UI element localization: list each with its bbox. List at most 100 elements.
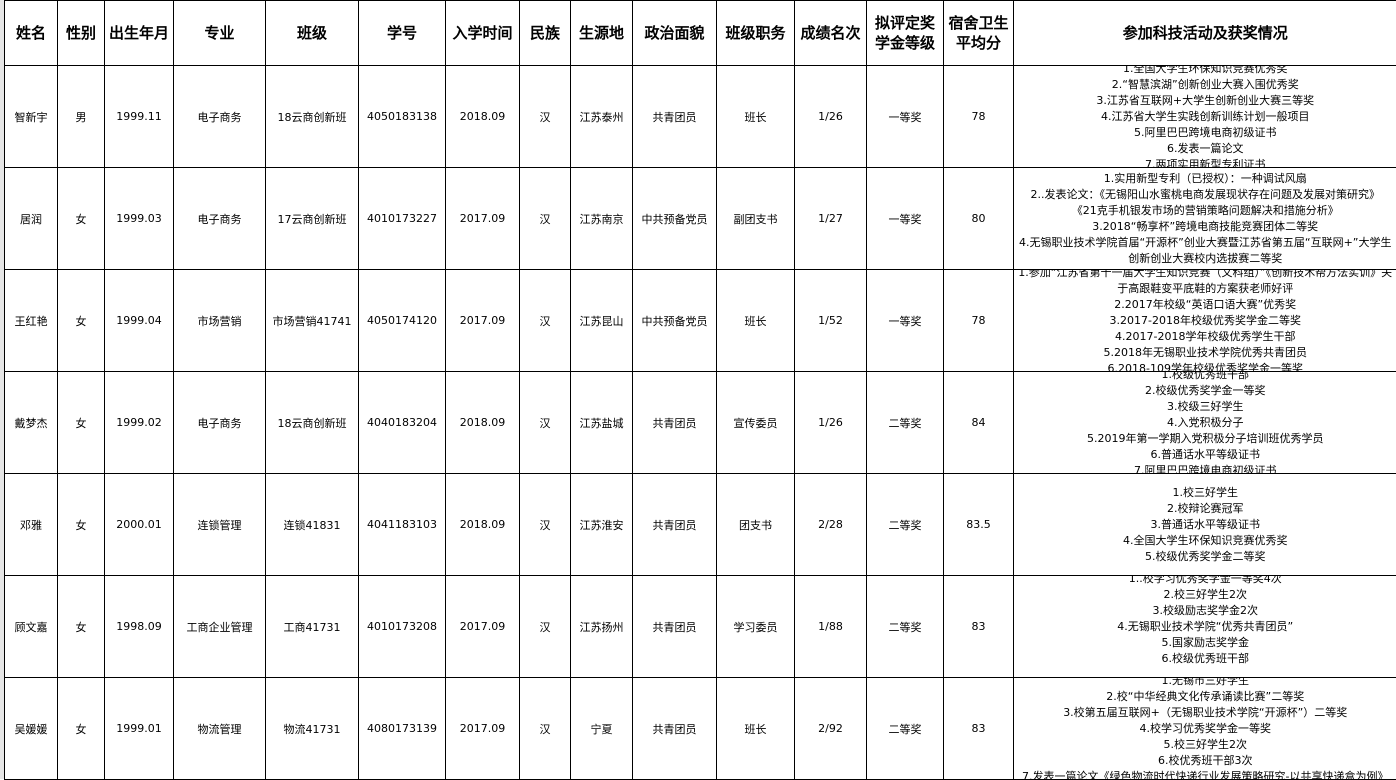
cell-name[interactable]: 顾文嘉 xyxy=(5,576,58,678)
cell-class-position[interactable]: 班长 xyxy=(717,270,795,372)
cell-enroll-date[interactable]: 2018.09 xyxy=(446,66,520,168)
cell-political-status[interactable]: 中共预备党员 xyxy=(633,270,717,372)
cell-birth[interactable]: 1999.01 xyxy=(105,678,174,780)
cell-ethnicity[interactable]: 汉 xyxy=(520,168,571,270)
cell-name[interactable]: 王红艳 xyxy=(5,270,58,372)
cell-student-id[interactable]: 4041183103 xyxy=(359,474,446,576)
cell-class[interactable]: 17云商创新班 xyxy=(266,168,359,270)
cell-ethnicity[interactable]: 汉 xyxy=(520,678,571,780)
cell-enroll-date[interactable]: 2017.09 xyxy=(446,270,520,372)
cell-gender[interactable]: 女 xyxy=(58,168,105,270)
cell-student-id[interactable]: 4050183138 xyxy=(359,66,446,168)
cell-major[interactable]: 连锁管理 xyxy=(174,474,266,576)
cell-origin[interactable]: 江苏昆山 xyxy=(571,270,633,372)
cell-enroll-date[interactable]: 2018.09 xyxy=(446,474,520,576)
cell-gender[interactable]: 男 xyxy=(58,66,105,168)
cell-ethnicity[interactable]: 汉 xyxy=(520,474,571,576)
cell-birth[interactable]: 1999.11 xyxy=(105,66,174,168)
cell-origin[interactable]: 江苏泰州 xyxy=(571,66,633,168)
cell-ethnicity[interactable]: 汉 xyxy=(520,372,571,474)
header-class-position[interactable]: 班级职务 xyxy=(717,1,795,66)
cell-dorm-score[interactable]: 83.5 xyxy=(944,474,1014,576)
cell-class-position[interactable]: 学习委员 xyxy=(717,576,795,678)
header-class[interactable]: 班级 xyxy=(266,1,359,66)
cell-birth[interactable]: 1999.04 xyxy=(105,270,174,372)
cell-student-id[interactable]: 4010173227 xyxy=(359,168,446,270)
cell-enroll-date[interactable]: 2017.09 xyxy=(446,678,520,780)
cell-name[interactable]: 戴梦杰 xyxy=(5,372,58,474)
header-dorm-score[interactable]: 宿舍卫生平均分 xyxy=(944,1,1014,66)
cell-grade-rank[interactable]: 1/27 xyxy=(795,168,867,270)
cell-political-status[interactable]: 共青团员 xyxy=(633,66,717,168)
header-origin[interactable]: 生源地 xyxy=(571,1,633,66)
cell-class-position[interactable]: 宣传委员 xyxy=(717,372,795,474)
cell-gender[interactable]: 女 xyxy=(58,474,105,576)
cell-major[interactable]: 电子商务 xyxy=(174,372,266,474)
cell-student-id[interactable]: 4050174120 xyxy=(359,270,446,372)
header-student-id[interactable]: 学号 xyxy=(359,1,446,66)
cell-political-status[interactable]: 共青团员 xyxy=(633,576,717,678)
cell-origin[interactable]: 宁夏 xyxy=(571,678,633,780)
cell-scholarship-level[interactable]: 一等奖 xyxy=(867,270,944,372)
cell-gender[interactable]: 女 xyxy=(58,270,105,372)
cell-grade-rank[interactable]: 1/26 xyxy=(795,372,867,474)
cell-political-status[interactable]: 中共预备党员 xyxy=(633,168,717,270)
cell-origin[interactable]: 江苏淮安 xyxy=(571,474,633,576)
cell-scholarship-level[interactable]: 一等奖 xyxy=(867,66,944,168)
cell-enroll-date[interactable]: 2017.09 xyxy=(446,168,520,270)
cell-class[interactable]: 物流41731 xyxy=(266,678,359,780)
cell-student-id[interactable]: 4080173139 xyxy=(359,678,446,780)
cell-student-id[interactable]: 4040183204 xyxy=(359,372,446,474)
cell-birth[interactable]: 1999.02 xyxy=(105,372,174,474)
cell-scholarship-level[interactable]: 一等奖 xyxy=(867,168,944,270)
cell-class-position[interactable]: 副团支书 xyxy=(717,168,795,270)
cell-ethnicity[interactable]: 汉 xyxy=(520,270,571,372)
cell-origin[interactable]: 江苏南京 xyxy=(571,168,633,270)
cell-political-status[interactable]: 共青团员 xyxy=(633,678,717,780)
cell-grade-rank[interactable]: 1/26 xyxy=(795,66,867,168)
cell-gender[interactable]: 女 xyxy=(58,576,105,678)
cell-class-position[interactable]: 团支书 xyxy=(717,474,795,576)
header-grade-rank[interactable]: 成绩名次 xyxy=(795,1,867,66)
cell-major[interactable]: 电子商务 xyxy=(174,66,266,168)
header-political-status[interactable]: 政治面貌 xyxy=(633,1,717,66)
cell-dorm-score[interactable]: 78 xyxy=(944,270,1014,372)
cell-birth[interactable]: 2000.01 xyxy=(105,474,174,576)
header-ethnicity[interactable]: 民族 xyxy=(520,1,571,66)
cell-name[interactable]: 吴媛媛 xyxy=(5,678,58,780)
cell-student-id[interactable]: 4010173208 xyxy=(359,576,446,678)
cell-scholarship-level[interactable]: 二等奖 xyxy=(867,576,944,678)
cell-major[interactable]: 物流管理 xyxy=(174,678,266,780)
cell-class[interactable]: 18云商创新班 xyxy=(266,372,359,474)
header-major[interactable]: 专业 xyxy=(174,1,266,66)
cell-dorm-score[interactable]: 80 xyxy=(944,168,1014,270)
cell-enroll-date[interactable]: 2018.09 xyxy=(446,372,520,474)
cell-class-position[interactable]: 班长 xyxy=(717,66,795,168)
cell-birth[interactable]: 1998.09 xyxy=(105,576,174,678)
cell-scholarship-level[interactable]: 二等奖 xyxy=(867,678,944,780)
cell-ethnicity[interactable]: 汉 xyxy=(520,576,571,678)
header-gender[interactable]: 性别 xyxy=(58,1,105,66)
cell-political-status[interactable]: 共青团员 xyxy=(633,474,717,576)
cell-grade-rank[interactable]: 1/88 xyxy=(795,576,867,678)
cell-gender[interactable]: 女 xyxy=(58,678,105,780)
cell-political-status[interactable]: 共青团员 xyxy=(633,372,717,474)
cell-origin[interactable]: 江苏盐城 xyxy=(571,372,633,474)
cell-dorm-score[interactable]: 83 xyxy=(944,678,1014,780)
cell-class-position[interactable]: 班长 xyxy=(717,678,795,780)
cell-major[interactable]: 电子商务 xyxy=(174,168,266,270)
cell-class[interactable]: 连锁41831 xyxy=(266,474,359,576)
header-activities-awards[interactable]: 参加科技活动及获奖情况 xyxy=(1014,1,1396,66)
cell-class[interactable]: 市场营销41741 xyxy=(266,270,359,372)
header-scholarship-level[interactable]: 拟评定奖学金等级 xyxy=(867,1,944,66)
header-birth[interactable]: 出生年月 xyxy=(105,1,174,66)
cell-birth[interactable]: 1999.03 xyxy=(105,168,174,270)
cell-name[interactable]: 智新宇 xyxy=(5,66,58,168)
cell-class[interactable]: 工商41731 xyxy=(266,576,359,678)
header-name[interactable]: 姓名 xyxy=(5,1,58,66)
